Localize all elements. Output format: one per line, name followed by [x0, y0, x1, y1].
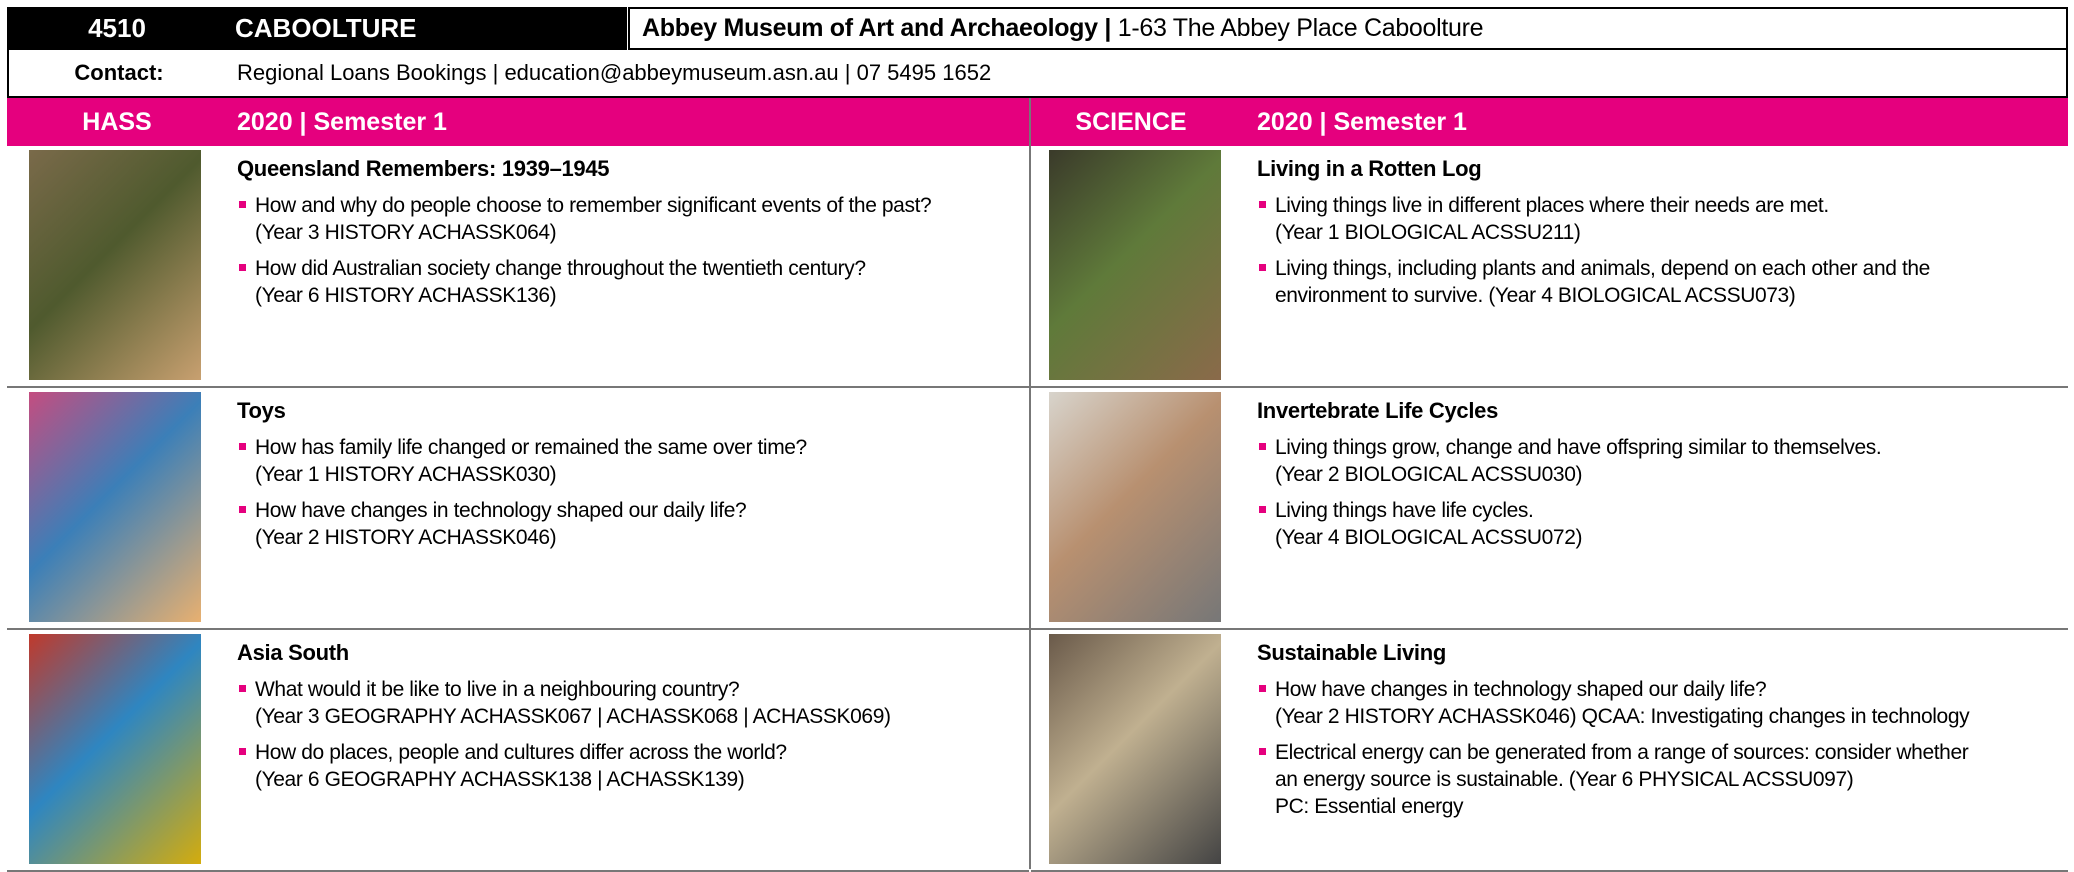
program-title: Asia South	[237, 640, 349, 665]
bullet-line: (Year 2 BIOLOGICAL ACSSU030)	[1275, 463, 1583, 486]
program-title: Invertebrate Life Cycles	[1257, 398, 1499, 423]
bullet-line: How have changes in technology shaped ou…	[1275, 678, 1767, 701]
bullet-line: an energy source is sustainable. (Year 6…	[1275, 768, 1854, 791]
bullet-point: What would it be like to live in a neigh…	[237, 676, 1027, 730]
program-photo	[1049, 634, 1221, 864]
bullet-line: (Year 4 BIOLOGICAL ACSSU072)	[1275, 526, 1583, 549]
bullet-point: Living things have life cycles. (Year 4 B…	[1257, 497, 2062, 551]
site-code: 4510	[7, 7, 227, 50]
program-photo	[1049, 392, 1221, 622]
bullet-point: How and why do people choose to remember…	[237, 192, 1027, 246]
venue-box: Abbey Museum of Art and Archaeology | 1-…	[628, 7, 2068, 50]
bullet-point: How has family life changed or remained …	[237, 434, 1027, 488]
program-text: Living in a Rotten Log Living things live…	[1257, 156, 2062, 318]
subject: SCIENCE	[1075, 107, 1187, 136]
program-title: Toys	[237, 398, 286, 423]
bullet-line: How do places, people and cultures diffe…	[255, 741, 787, 764]
bullet-point: Living things grow, change and have offs…	[1257, 434, 2062, 488]
bullet-line: (Year 1 BIOLOGICAL ACSSU211)	[1275, 221, 1581, 244]
subject: HASS	[82, 107, 152, 136]
contact-text: Regional Loans Bookings | education@abbe…	[237, 60, 992, 85]
bullet-line: environment to survive. (Year 4 BIOLOGIC…	[1275, 284, 1796, 307]
program-title: Sustainable Living	[1257, 640, 1446, 665]
bullet-point: Electrical energy can be generated from …	[1257, 739, 2062, 820]
bullet-line: (Year 3 GEOGRAPHY ACHASSK067 | ACHASSK06…	[255, 705, 891, 728]
program-photo	[1049, 150, 1221, 380]
program-text: Sustainable Living How have changes in te…	[1257, 640, 2062, 829]
contact-row: Contact: Regional Loans Bookings | educa…	[7, 50, 2068, 98]
program-row	[1031, 146, 2068, 388]
bullet-line: How and why do people choose to remember…	[255, 194, 932, 217]
bullet-line: (Year 2 HISTORY ACHASSK046)	[255, 526, 557, 549]
bullet-line: (Year 2 HISTORY ACHASSK046) QCAA: Invest…	[1275, 705, 1970, 728]
bullet-line: How did Australian society change throug…	[255, 257, 866, 280]
program-photo	[29, 392, 201, 622]
bullet-point: Living things live in different places w…	[1257, 192, 2062, 246]
bullet-line: (Year 6 GEOGRAPHY ACHASSK138 | ACHASSK13…	[255, 768, 745, 791]
bullet-line: (Year 1 HISTORY ACHASSK030)	[255, 463, 557, 486]
bullet-point: How do places, people and cultures diffe…	[237, 739, 1027, 793]
bullet-line: How have changes in technology shaped ou…	[255, 499, 747, 522]
program-text: Invertebrate Life Cycles Living things gr…	[1257, 398, 2062, 560]
bullet-point: Living things, including plants and anim…	[1257, 255, 2062, 309]
program-title: Living in a Rotten Log	[1257, 156, 1482, 181]
bullet-line: Living things grow, change and have offs…	[1275, 436, 1882, 459]
program-row	[7, 146, 1029, 388]
program-text: Asia South What would it be like to live …	[237, 640, 1027, 802]
bullet-point: How did Australian society change throug…	[237, 255, 1027, 309]
bullet-line: How has family life changed or remained …	[255, 436, 807, 459]
divider	[1029, 98, 1031, 869]
bullet-line: Living things, including plants and anim…	[1275, 257, 1930, 280]
program-row	[1031, 388, 2068, 630]
bullet-line: Electrical energy can be generated from …	[1275, 741, 1969, 764]
venue: Abbey Museum of Art and Archaeology |	[642, 14, 1112, 42]
program-title: Queensland Remembers: 1939–1945	[237, 156, 610, 181]
bullet-line: What would it be like to live in a neigh…	[255, 678, 740, 701]
program-row	[7, 388, 1029, 630]
bullet-line: (Year 6 HISTORY ACHASSK136)	[255, 284, 557, 307]
bullet-line: Living things have life cycles.	[1275, 499, 1534, 522]
term: 2020 | Semester 1	[1257, 107, 1467, 136]
program-photo	[29, 150, 201, 380]
bullet-line: (Year 3 HISTORY ACHASSK064)	[255, 221, 557, 244]
term: 2020 | Semester 1	[237, 107, 447, 136]
program-photo	[29, 634, 201, 864]
address: 1-63 The Abbey Place Caboolture	[1117, 14, 1484, 42]
section-bar	[7, 98, 2068, 146]
program-text: Queensland Remembers: 1939–1945 How and w…	[237, 156, 1027, 318]
bullet-point: How have changes in technology shaped ou…	[237, 497, 1027, 551]
town: CABOOLTURE	[227, 7, 627, 50]
bullet-line: Living things live in different places w…	[1275, 194, 1829, 217]
program-text: Toys How has family life changed or remai…	[237, 398, 1027, 560]
bullet-point: How have changes in technology shaped ou…	[1257, 676, 2062, 730]
bullet-line: PC: Essential energy	[1275, 795, 1464, 818]
contact-label: Contact:	[74, 60, 164, 85]
